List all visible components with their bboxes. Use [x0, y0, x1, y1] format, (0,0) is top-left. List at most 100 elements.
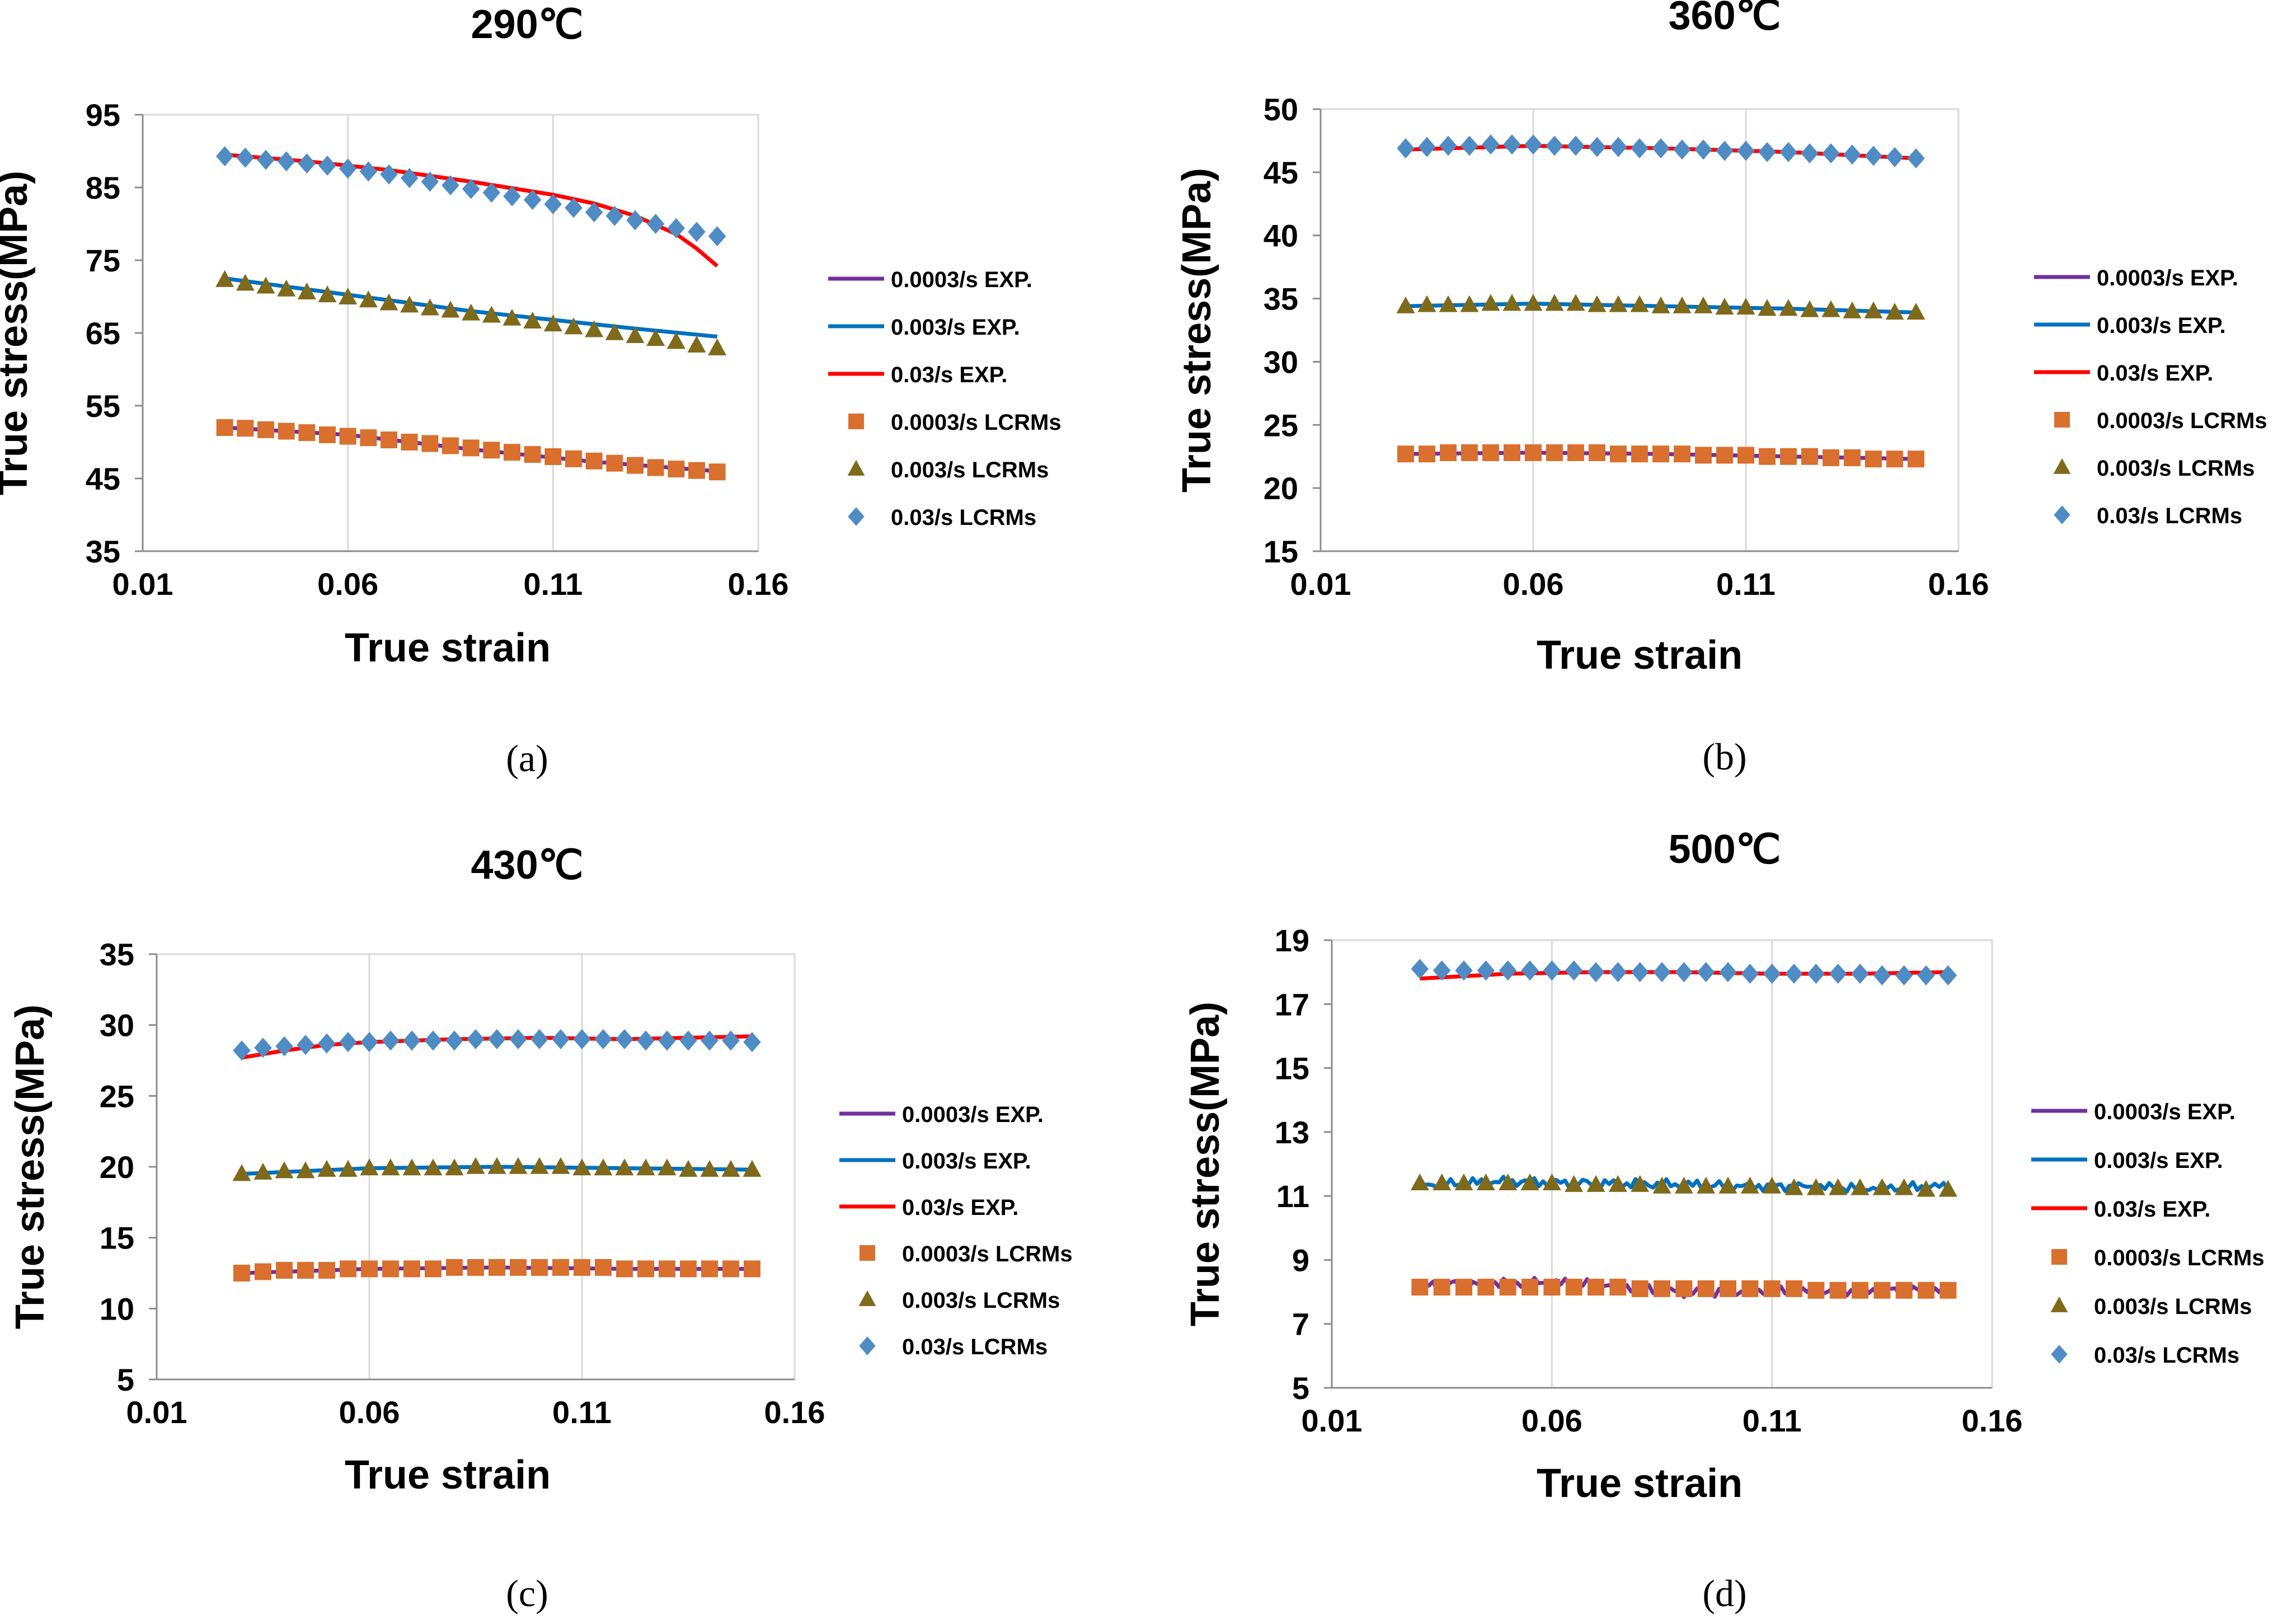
data-point-0.0003-lcrm	[565, 450, 582, 467]
data-point-0.03-lcrm	[400, 168, 419, 189]
data-point-0.0003-lcrm	[1440, 444, 1457, 461]
data-point-0.0003-lcrm	[1543, 1279, 1561, 1296]
data-point-0.03-lcrm	[442, 175, 459, 196]
data-point-0.0003-lcrm	[1461, 444, 1478, 461]
data-point-0.003-lcrm	[1481, 294, 1500, 311]
data-point-0.0003-lcrm	[708, 463, 726, 481]
y-axis-label: True stress(MPa)	[1183, 1002, 1228, 1326]
data-point-0.003-lcrm	[400, 295, 419, 313]
legend-label: 0.03/s EXP.	[891, 363, 1007, 387]
data-point-0.003-lcrm	[1454, 1174, 1473, 1191]
data-point-0.03-lcrm	[1609, 962, 1627, 983]
data-point-0.003-lcrm	[379, 293, 398, 311]
data-point-0.003-lcrm	[626, 326, 645, 343]
x-axis-label: True strain	[1537, 633, 1743, 678]
data-point-0.03-lcrm	[1455, 960, 1473, 981]
data-point-0.03-lcrm	[1565, 960, 1583, 981]
data-point-0.003-lcrm	[232, 1164, 251, 1181]
panel-caption: (b)	[1702, 735, 1746, 778]
data-point-0.003-lcrm	[615, 1158, 634, 1176]
legend-swatch-0.003-lcrm	[2053, 458, 2071, 474]
y-tick-label: 75	[86, 243, 120, 278]
data-point-0.03-lcrm	[488, 1029, 506, 1049]
data-point-0.0003-lcrm	[1737, 447, 1754, 464]
data-point-0.003-lcrm	[1673, 296, 1692, 313]
chart-title: 360℃	[1669, 0, 1781, 38]
data-point-0.0003-lcrm	[1589, 444, 1605, 461]
data-point-0.03-lcrm	[318, 1033, 336, 1054]
data-point-0.03-lcrm	[1694, 139, 1712, 160]
data-point-0.0003-lcrm	[403, 1260, 420, 1278]
data-point-0.003-lcrm	[700, 1160, 719, 1177]
data-point-0.03-lcrm	[1418, 137, 1436, 157]
data-point-0.0003-lcrm	[298, 424, 316, 442]
data-point-0.03-lcrm	[585, 202, 603, 223]
data-point-0.03-lcrm	[1763, 964, 1781, 984]
data-point-0.0003-lcrm	[1873, 1282, 1891, 1299]
legend-swatch-0.0003-lcrm	[848, 414, 864, 429]
data-point-0.03-lcrm	[573, 1029, 591, 1049]
data-point-0.003-lcrm	[1885, 303, 1904, 320]
data-point-0.003-lcrm	[1545, 294, 1564, 311]
data-point-0.03-lcrm	[544, 194, 562, 214]
y-tick-label: 15	[1264, 534, 1298, 569]
data-point-0.03-lcrm	[1631, 962, 1649, 983]
x-axis-label: True strain	[345, 626, 551, 670]
y-tick-label: 65	[86, 316, 120, 351]
y-tick-label: 85	[86, 170, 120, 205]
legend-label: 0.03/s EXP.	[2094, 1197, 2210, 1222]
data-point-0.003-lcrm	[1499, 1174, 1518, 1191]
y-tick-label: 40	[1264, 218, 1298, 254]
data-point-0.003-lcrm	[594, 1158, 613, 1176]
panel-360c: 0.01 0.06 0.11 0.16 15 20 25 30 35 40 45 50 360℃ True…	[1164, 0, 2272, 809]
data-point-0.03-lcrm	[233, 1040, 251, 1061]
data-point-0.003-lcrm	[509, 1157, 528, 1174]
data-point-0.03-lcrm	[1433, 960, 1451, 981]
legend-label: 0.0003/s EXP.	[891, 267, 1032, 292]
data-point-0.003-lcrm	[1520, 1174, 1539, 1191]
legend-swatch-0.003-lcrm	[847, 459, 865, 476]
data-point-0.03-lcrm	[616, 1029, 633, 1049]
data-point-0.0003-lcrm	[1546, 444, 1563, 461]
y-tick-label: 35	[1264, 281, 1298, 317]
data-point-0.003-lcrm	[1718, 1176, 1737, 1194]
data-point-0.003-lcrm	[466, 1157, 485, 1174]
data-point-0.003-lcrm	[360, 1158, 379, 1176]
y-tick-label: 95	[86, 97, 120, 133]
data-point-0.003-lcrm	[687, 335, 706, 353]
data-point-0.0003-lcrm	[483, 442, 500, 459]
data-point-0.003-lcrm	[402, 1158, 421, 1176]
data-point-0.003-lcrm	[1476, 1174, 1495, 1191]
y-tick-label: 17	[1275, 987, 1309, 1022]
y-axis-label: True stress(MPa)	[1175, 168, 1219, 492]
data-point-0.003-lcrm	[1674, 1176, 1693, 1194]
data-point-0.0003-lcrm	[1588, 1279, 1604, 1296]
data-point-0.0003-lcrm	[1865, 450, 1882, 468]
data-point-0.0003-lcrm	[1411, 1279, 1429, 1296]
data-point-0.0003-lcrm	[606, 454, 623, 472]
data-point-0.03-lcrm	[1546, 135, 1563, 156]
data-point-0.003-lcrm	[585, 320, 604, 337]
chart-title: 430℃	[471, 843, 584, 888]
legend-label: 0.0003/s EXP.	[2094, 1100, 2236, 1124]
data-point-0.0003-lcrm	[1433, 1279, 1450, 1296]
data-point-0.003-lcrm	[658, 1158, 677, 1176]
data-point-0.003-lcrm	[256, 276, 275, 294]
data-point-0.03-lcrm	[530, 1029, 548, 1049]
data-point-0.003-lcrm	[1609, 295, 1628, 312]
y-tick-label: 20	[1264, 471, 1298, 506]
data-point-0.03-lcrm	[1503, 134, 1521, 155]
y-tick-label: 5	[117, 1362, 134, 1397]
y-tick-label: 30	[1264, 344, 1298, 379]
data-point-0.0003-lcrm	[1455, 1279, 1472, 1296]
data-point-0.03-lcrm	[503, 186, 521, 206]
data-point-0.003-lcrm	[482, 306, 501, 323]
data-point-0.0003-lcrm	[340, 1260, 356, 1278]
panel-caption: (d)	[1702, 1572, 1746, 1614]
data-point-0.03-lcrm	[1653, 962, 1671, 983]
x-tick-label: 0.11	[1716, 566, 1776, 602]
legend-label: 0.003/s LCRMs	[2094, 1294, 2252, 1319]
data-point-0.003-lcrm	[1843, 301, 1862, 318]
data-point-0.003-lcrm	[564, 317, 583, 335]
data-point-0.003-lcrm	[462, 303, 481, 321]
